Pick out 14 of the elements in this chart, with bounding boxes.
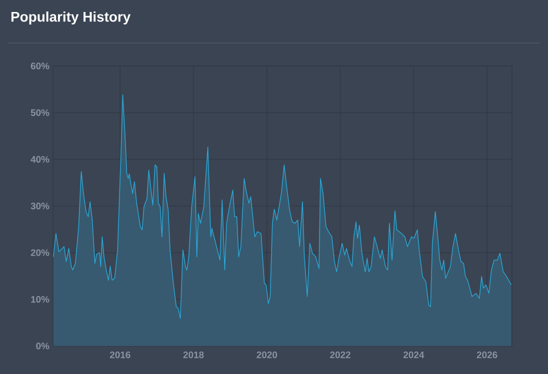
y-tick-label: 40% bbox=[30, 156, 50, 163]
x-tick-label: 2022 bbox=[330, 352, 350, 358]
x-tick-label: 2024 bbox=[403, 352, 424, 358]
x-tick-label: 2018 bbox=[183, 352, 204, 358]
y-tick-label: 0% bbox=[36, 342, 50, 350]
x-tick-label: 2026 bbox=[476, 352, 498, 358]
y-tick-label: 10% bbox=[31, 296, 50, 303]
y-tick-label: 30% bbox=[30, 202, 50, 210]
x-tick-label: 2020 bbox=[256, 352, 278, 358]
y-tick-label: 50% bbox=[30, 109, 50, 116]
y-tick-label: 60% bbox=[30, 62, 50, 70]
x-tick-label: 2016 bbox=[110, 352, 130, 358]
y-tick-label: 20% bbox=[30, 249, 50, 256]
chart-title: Popularity History bbox=[11, 11, 131, 24]
